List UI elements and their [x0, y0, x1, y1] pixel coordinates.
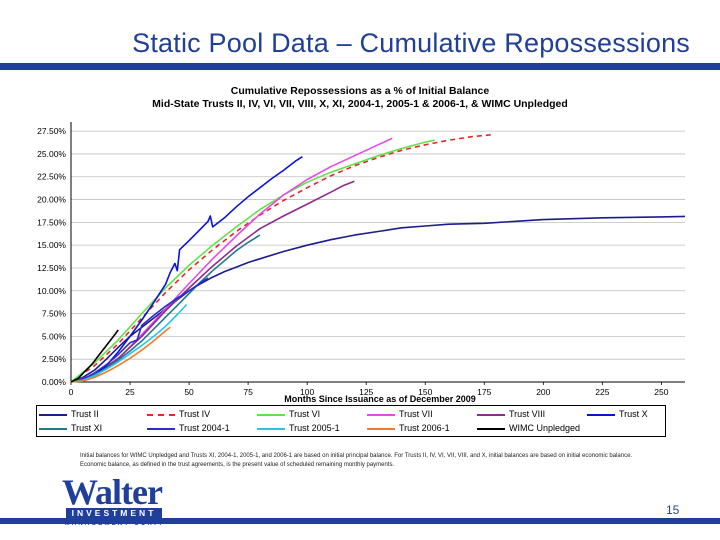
- series-line-trust-ii: [70, 215, 686, 383]
- legend-label: Trust VII: [399, 409, 433, 419]
- legend-item: Trust 2006-1: [367, 421, 450, 435]
- y-tick-label: 22.50%: [37, 172, 66, 182]
- x-tick-label: 200: [536, 387, 550, 397]
- series-line-trust-vi: [70, 139, 435, 383]
- line-chart: 0.00% 2.50% 5.00% 7.50% 10.00% 12.50% 15.00% 17…: [37, 122, 686, 404]
- series-line-trust-2004-1: [70, 277, 209, 383]
- x-axis-title: Months Since Issuance as of December 200…: [284, 394, 476, 404]
- legend-label: Trust VIII: [509, 409, 546, 419]
- x-tick-label: 175: [477, 387, 491, 397]
- x-tick-label: 0: [69, 387, 74, 397]
- axes: [70, 122, 685, 385]
- legend-swatch: [39, 427, 67, 430]
- series-line-trust-2006-1: [70, 326, 171, 383]
- x-tick-label: 25: [125, 387, 135, 397]
- title-divider: [0, 63, 720, 70]
- x-tick-label: 100: [300, 387, 314, 397]
- legend-swatch: [367, 427, 395, 430]
- chart-title: Cumulative Repossessions as a % of Initi…: [230, 85, 490, 97]
- y-tick-label: 2.50%: [42, 354, 67, 364]
- legend-item: Trust 2005-1: [257, 421, 340, 435]
- logo-wordmark: Walter: [62, 472, 163, 512]
- footer-bar: [0, 518, 720, 524]
- y-tick-label: 0.00%: [42, 377, 67, 387]
- legend-swatch: [257, 427, 285, 430]
- slide-title: Static Pool Data – Cumulative Repossessi…: [132, 28, 690, 58]
- x-tick-label: 250: [654, 387, 668, 397]
- legend-swatch: [587, 413, 615, 416]
- y-tick-label: 25.00%: [37, 149, 66, 159]
- legend-item: Trust X: [587, 407, 648, 421]
- y-tick-label: 10.00%: [37, 286, 66, 296]
- legend-label: Trust 2006-1: [399, 423, 450, 433]
- legend-swatch: [477, 427, 505, 430]
- company-logo: Walter INVESTMENT MANAGEMENT CORP.: [62, 472, 172, 527]
- legend-swatch: [147, 427, 175, 430]
- chart-area: [0, 70, 720, 440]
- legend-label: Trust X: [619, 409, 648, 419]
- y-tick-label: 15.00%: [37, 240, 66, 250]
- series-line-trust-x: [70, 156, 303, 383]
- footnote-line-1: Initial balances for WIMC Unpledged and …: [80, 453, 633, 459]
- legend-swatch: [147, 413, 175, 416]
- legend-label: WIMC Unpledged: [509, 423, 581, 433]
- chart-subtitle: Mid-State Trusts II, IV, VI, VII, VIII, …: [152, 98, 568, 110]
- legend-item: Trust VI: [257, 407, 320, 421]
- page-number: 15: [666, 503, 680, 517]
- footnote-line-2: Economic balance, as defined in the trus…: [80, 461, 395, 468]
- legend-label: Trust XI: [71, 423, 103, 433]
- legend-label: Trust VI: [289, 409, 321, 419]
- legend-item: Trust VII: [367, 407, 433, 421]
- legend-item: Trust XI: [39, 421, 102, 435]
- y-tick-label: 17.50%: [37, 217, 66, 227]
- legend-item: Trust VIII: [477, 407, 545, 421]
- y-tick-label: 27.50%: [37, 126, 66, 136]
- series-line-wimc-unpledged: [70, 329, 119, 383]
- legend-swatch: [367, 413, 395, 416]
- x-tick-label: 50: [184, 387, 194, 397]
- legend-swatch: [477, 413, 505, 416]
- series-line-trust-2005-1: [70, 303, 188, 383]
- y-tick-label: 12.50%: [37, 263, 66, 273]
- x-tick-label: 75: [243, 387, 253, 397]
- x-tick-label: 150: [418, 387, 432, 397]
- legend-label: Trust IV: [179, 409, 211, 419]
- logo-line-management: MANAGEMENT CORP.: [64, 521, 164, 527]
- legend-item: WIMC Unpledged: [477, 421, 580, 435]
- legend-swatch: [257, 413, 285, 416]
- legend-label: Trust II: [71, 409, 99, 419]
- x-tick-label: 225: [595, 387, 609, 397]
- gridlines: [71, 130, 685, 383]
- legend-item: Trust 2004-1: [147, 421, 230, 435]
- series-lines: [70, 134, 686, 383]
- x-tick-label: 125: [359, 387, 373, 397]
- footnote: Initial balances for WIMC Unpledged and …: [80, 452, 680, 469]
- chart-legend: Trust II Trust IV Trust VI Trust VII Trust V…: [36, 405, 666, 437]
- series-line-trust-viii: [70, 180, 355, 383]
- y-tick-label: 7.50%: [42, 309, 67, 319]
- y-tick-label: 20.00%: [37, 195, 66, 205]
- legend-label: Trust 2004-1: [179, 423, 230, 433]
- legend-swatch: [39, 413, 67, 416]
- legend-item: Trust II: [39, 407, 99, 421]
- series-line-trust-iv: [70, 134, 492, 383]
- tick-labels: 0.00% 2.50% 5.00% 7.50% 10.00% 12.50% 15.00% 17…: [37, 126, 669, 397]
- logo-line-investment: INVESTMENT: [66, 508, 162, 519]
- y-tick-label: 5.00%: [42, 331, 67, 341]
- legend-label: Trust 2005-1: [289, 423, 340, 433]
- legend-item: Trust IV: [147, 407, 210, 421]
